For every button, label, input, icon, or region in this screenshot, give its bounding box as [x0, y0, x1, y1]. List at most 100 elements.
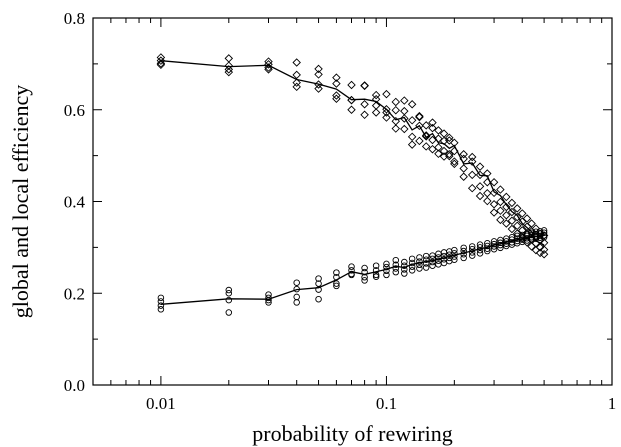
circle-point	[490, 240, 498, 248]
diamond-point	[535, 243, 545, 252]
circle-point	[265, 296, 272, 304]
circle-point	[422, 264, 430, 271]
diamond-point	[450, 157, 459, 166]
diamond-point	[407, 100, 417, 109]
diamond-point	[445, 133, 454, 142]
circle-point	[429, 262, 436, 269]
circle-point	[528, 234, 535, 241]
diamond-point	[518, 209, 527, 218]
circle-point	[528, 231, 535, 239]
circle-point	[383, 260, 390, 268]
diamond-point	[264, 65, 273, 74]
y-axis-ticks: 0.0 0.2 0.4 0.6 0.8	[64, 9, 612, 395]
diamond-point	[483, 169, 492, 178]
circle-point	[540, 229, 548, 236]
y-tick-label: 0.8	[64, 9, 85, 28]
diamond-point	[156, 59, 166, 68]
diamond-point	[450, 138, 459, 148]
diamond-point	[371, 90, 381, 100]
circle-point	[422, 252, 430, 260]
diamond-point	[360, 110, 369, 120]
diamond-point	[264, 60, 273, 69]
y-tick-label: 0.2	[64, 284, 85, 303]
circle-point	[540, 234, 548, 241]
diamond-point	[434, 126, 443, 135]
diamond-point	[415, 136, 424, 146]
circle-point	[315, 286, 322, 293]
circle-point	[408, 263, 416, 270]
series-1-mean-line	[160, 60, 545, 246]
diamond-point	[483, 196, 492, 206]
circle-point	[372, 267, 380, 274]
circle-point	[523, 237, 531, 244]
diamond-point	[224, 61, 234, 70]
diamond-point	[415, 121, 424, 131]
circle-point	[293, 293, 300, 301]
circle-point	[490, 243, 498, 250]
circle-point	[372, 273, 380, 280]
diamond-point	[502, 202, 511, 212]
circle-point	[157, 294, 165, 302]
circle-point	[157, 298, 165, 305]
circle-point	[401, 258, 408, 266]
diamond-point	[459, 164, 468, 173]
circle-point	[225, 296, 233, 304]
circle-point	[392, 268, 400, 276]
circle-point	[315, 275, 322, 282]
circle-point	[528, 229, 535, 236]
circle-point	[497, 236, 504, 244]
circle-point	[293, 299, 300, 306]
circle-point	[422, 256, 430, 264]
circle-point	[497, 241, 504, 249]
diamond-point	[450, 159, 459, 169]
circle-point	[460, 247, 467, 255]
circle-point	[497, 244, 504, 252]
circle-point	[265, 299, 272, 306]
circle-point	[490, 238, 498, 245]
diamond-point	[496, 215, 505, 225]
diamond-point	[400, 114, 409, 123]
diamond-point	[518, 217, 527, 226]
diamond-point	[156, 60, 166, 70]
circle-point	[440, 259, 448, 267]
y-axis-title: global and local efficiency	[8, 85, 33, 319]
diamond-point	[292, 70, 301, 80]
circle-point	[225, 290, 233, 297]
diamond-point	[496, 197, 505, 207]
diamond-point	[512, 229, 522, 238]
circle-point	[429, 252, 436, 259]
diamond-point	[156, 56, 166, 65]
circle-point	[460, 244, 467, 252]
diamond-point	[382, 105, 391, 114]
diamond-point	[292, 58, 301, 67]
diamond-point	[314, 70, 323, 79]
circle-point	[518, 236, 526, 243]
circle-point	[523, 230, 531, 237]
diamond-point	[407, 116, 417, 125]
diamond-point	[434, 143, 443, 152]
diamond-point	[459, 154, 468, 164]
circle-point	[315, 295, 322, 303]
circle-point	[333, 273, 340, 281]
diamond-point	[483, 189, 492, 198]
diamond-point	[224, 65, 234, 74]
diamond-point	[415, 111, 424, 121]
diamond-point	[391, 97, 401, 107]
diamond-point	[292, 78, 301, 87]
circle-point	[293, 279, 300, 286]
circle-point	[401, 266, 408, 273]
diamond-point	[371, 94, 381, 104]
circle-point	[383, 271, 390, 279]
diamond-point	[332, 91, 341, 100]
diamond-point	[522, 214, 532, 223]
circle-point	[451, 253, 458, 260]
circle-point	[429, 255, 436, 263]
diamond-point	[264, 63, 273, 72]
circle-point	[484, 247, 491, 255]
circle-point	[157, 302, 165, 309]
data-marks	[156, 53, 549, 316]
x-tick-label: 1	[608, 394, 617, 413]
circle-point	[408, 255, 416, 263]
x-tick-label: 0.01	[146, 394, 176, 413]
diamond-point	[360, 100, 369, 109]
